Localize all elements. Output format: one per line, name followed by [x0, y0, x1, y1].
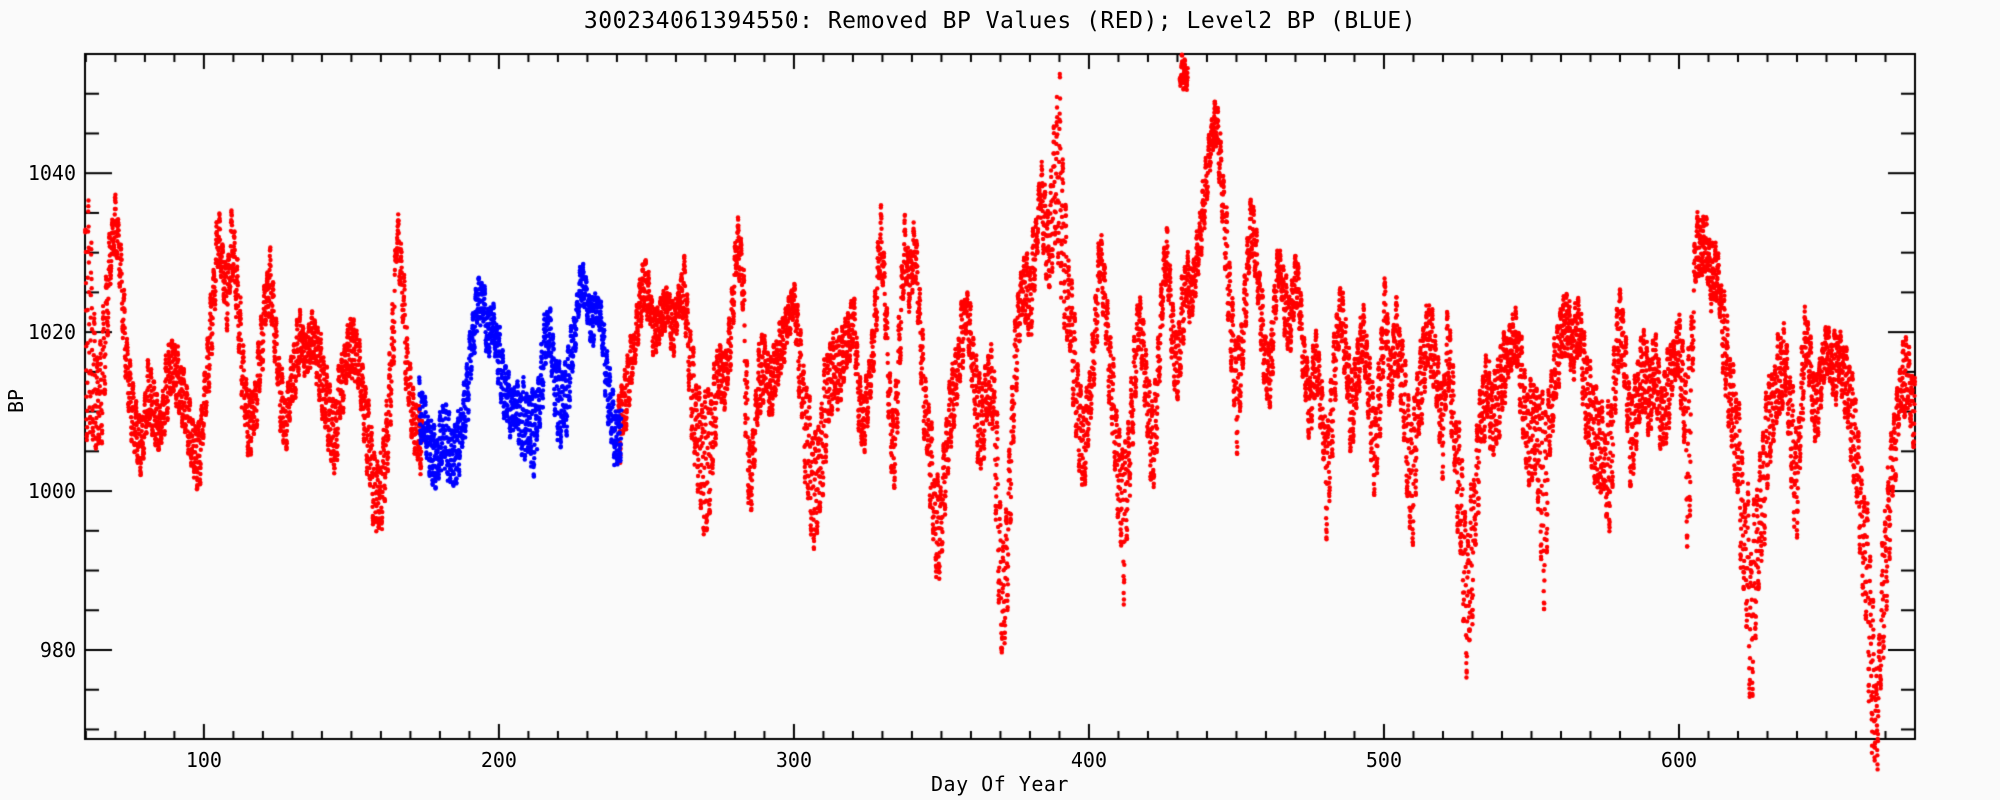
x-tick-label: 300 [775, 748, 812, 772]
x-tick-label: 600 [1660, 748, 1698, 772]
x-tick-label: 100 [185, 748, 222, 772]
y-tick-label: 1000 [27, 479, 76, 504]
y-tick-label: 1020 [27, 320, 76, 345]
y-tick-label: 1040 [27, 161, 76, 186]
y-axis-title: BP [4, 388, 28, 414]
x-tick-label: 500 [1365, 748, 1403, 772]
chart-title: 300234061394550: Removed BP Values (RED)… [583, 8, 1417, 34]
x-tick-label: 200 [480, 748, 517, 772]
x-axis-title: Day Of Year [931, 772, 1069, 796]
x-tick-label: 400 [1070, 748, 1107, 772]
y-tick-label: 980 [39, 637, 76, 662]
